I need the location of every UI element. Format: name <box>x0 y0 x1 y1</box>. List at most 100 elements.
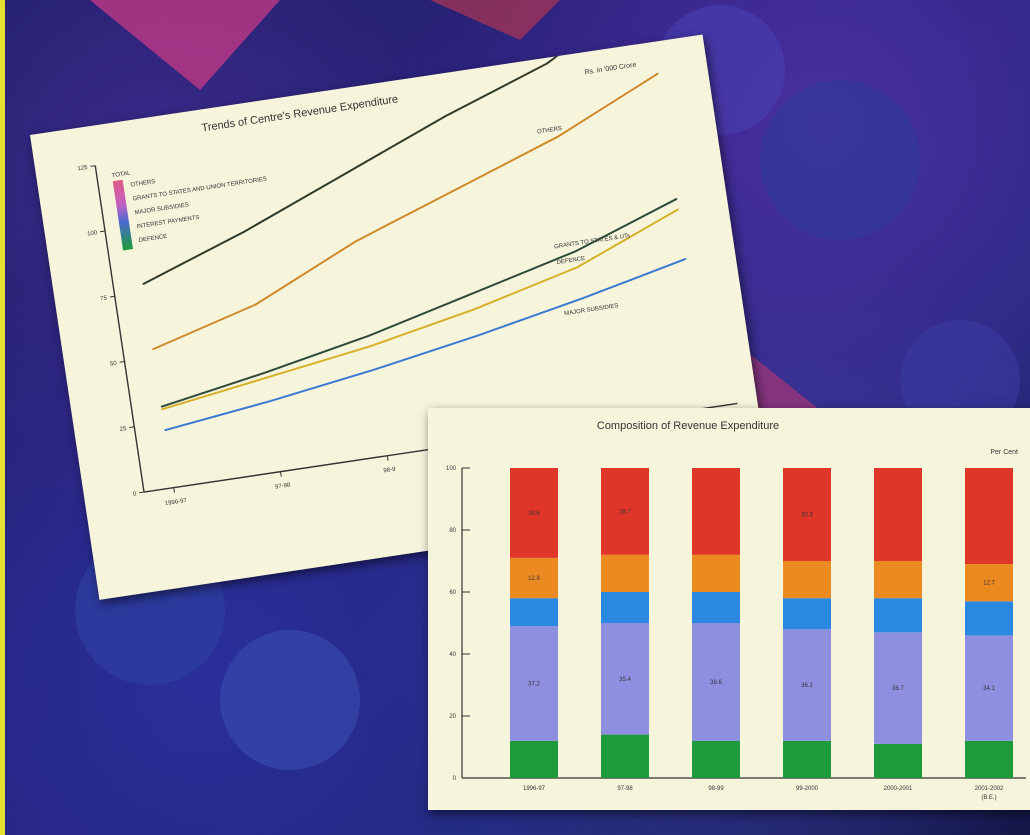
x-tick <box>173 487 175 493</box>
data-point <box>152 348 154 351</box>
data-point <box>581 297 584 300</box>
data-point <box>368 334 371 337</box>
legend-entry: DEFENCE <box>138 234 167 244</box>
category-label: 98-99 <box>708 786 724 792</box>
data-point <box>370 345 372 347</box>
category-label: 1996-97 <box>523 786 546 792</box>
bar-segment <box>783 740 831 778</box>
data-point <box>160 405 163 408</box>
y-tick-label: 125 <box>77 165 88 173</box>
data-point <box>164 429 166 431</box>
x-tick <box>280 471 282 477</box>
legend-entry: OTHERS <box>130 179 156 189</box>
bar-segment <box>601 468 649 555</box>
y-tick-label: 80 <box>449 528 456 534</box>
bar-segment <box>692 468 740 555</box>
data-point <box>264 371 267 374</box>
bar-label: 34.1 <box>983 686 995 692</box>
bar-segment <box>965 635 1013 741</box>
legend-title: TOTAL <box>112 170 132 179</box>
legend-entry: MAJOR SUBSIDIES <box>134 202 189 216</box>
series-annotation: DEFENCE <box>556 256 585 266</box>
data-point <box>444 115 447 117</box>
y-tick <box>90 165 96 167</box>
y-tick <box>129 426 135 429</box>
y-tick-label: 0 <box>453 776 457 782</box>
data-point <box>477 334 480 337</box>
bar-segment <box>601 592 649 623</box>
bar-segment <box>874 561 922 599</box>
bar-chart-card: Composition of Revenue Expenditure Per C… <box>428 408 1030 810</box>
bar-segment <box>874 632 922 744</box>
y-tick-label: 75 <box>100 295 108 302</box>
x-tick-label: 98-9 <box>383 467 396 475</box>
bar-segment <box>510 557 558 599</box>
chart-unit: Rs. in '000 Crore <box>584 62 637 77</box>
y-tick <box>99 230 106 233</box>
bar-segment <box>510 740 558 778</box>
pink-beam <box>90 0 280 90</box>
series-annotation: GRANTS TO STATES & UTs <box>554 233 631 250</box>
bar-segment <box>783 468 831 561</box>
bar-label: 36.7 <box>892 686 904 692</box>
y-tick-label: 40 <box>449 652 456 658</box>
bar-segment <box>510 598 558 627</box>
bar-segment <box>965 601 1013 636</box>
bar-label: 36.2 <box>801 683 813 689</box>
y-tick-label: 20 <box>449 714 456 720</box>
chart-unit: Per Cent <box>990 449 1018 456</box>
bar-label: 28.7 <box>619 509 631 515</box>
category-label: 2001-2002 <box>975 786 1004 792</box>
bar-segment <box>601 734 649 778</box>
legend-color-bar <box>112 179 133 251</box>
y-tick <box>109 295 115 298</box>
bar-segment <box>965 468 1013 565</box>
bar-label: 12.8 <box>528 576 540 582</box>
series-line <box>161 198 678 408</box>
y-tick-label: 0 <box>133 491 138 498</box>
bar-label: 37.2 <box>528 681 540 687</box>
bar-segment <box>692 740 740 778</box>
data-point <box>684 258 687 260</box>
y-tick-label: 50 <box>110 361 118 368</box>
data-point <box>557 135 559 138</box>
bar-segment <box>874 468 922 561</box>
yellow-edge-strip <box>0 0 5 835</box>
bar-segment <box>874 743 922 778</box>
data-point <box>455 188 458 190</box>
series-line <box>161 208 679 411</box>
data-point <box>344 172 346 175</box>
y-tick-label: 100 <box>87 230 98 238</box>
x-tick <box>386 455 389 461</box>
red-beam <box>430 0 560 40</box>
chart-title: Composition of Revenue Expenditure <box>597 420 779 432</box>
data-point <box>265 376 268 379</box>
bar-label: 30.3 <box>801 513 813 519</box>
bar-segment <box>965 564 1013 602</box>
bar-segment <box>510 468 558 558</box>
y-axis <box>94 165 145 493</box>
y-tick-label: 25 <box>119 426 127 433</box>
bar-segment <box>783 629 831 741</box>
data-point <box>142 283 145 285</box>
bar-label: 28.6 <box>528 511 540 517</box>
series-annotation: OTHERS <box>537 126 563 136</box>
bar-segment <box>874 598 922 633</box>
bar-segment <box>601 623 649 735</box>
bar-label: 35.4 <box>619 677 631 683</box>
bar-segment <box>692 623 740 741</box>
badge-seal <box>760 80 920 240</box>
series-annotation: MAJOR SUBSIDIES <box>564 303 619 317</box>
data-point <box>576 266 579 268</box>
bar-label: 12.7 <box>983 581 995 587</box>
badge-seal <box>220 630 360 770</box>
data-point <box>161 408 163 411</box>
y-tick-label: 100 <box>446 466 457 472</box>
data-point <box>675 198 678 200</box>
data-point <box>657 72 659 75</box>
stacked-bar-chart: Composition of Revenue Expenditure Per C… <box>446 420 1026 801</box>
data-point <box>677 208 679 211</box>
category-sublabel: (B.E.) <box>981 795 996 801</box>
series-line <box>164 258 686 432</box>
x-tick-label: 1996-97 <box>165 498 188 507</box>
